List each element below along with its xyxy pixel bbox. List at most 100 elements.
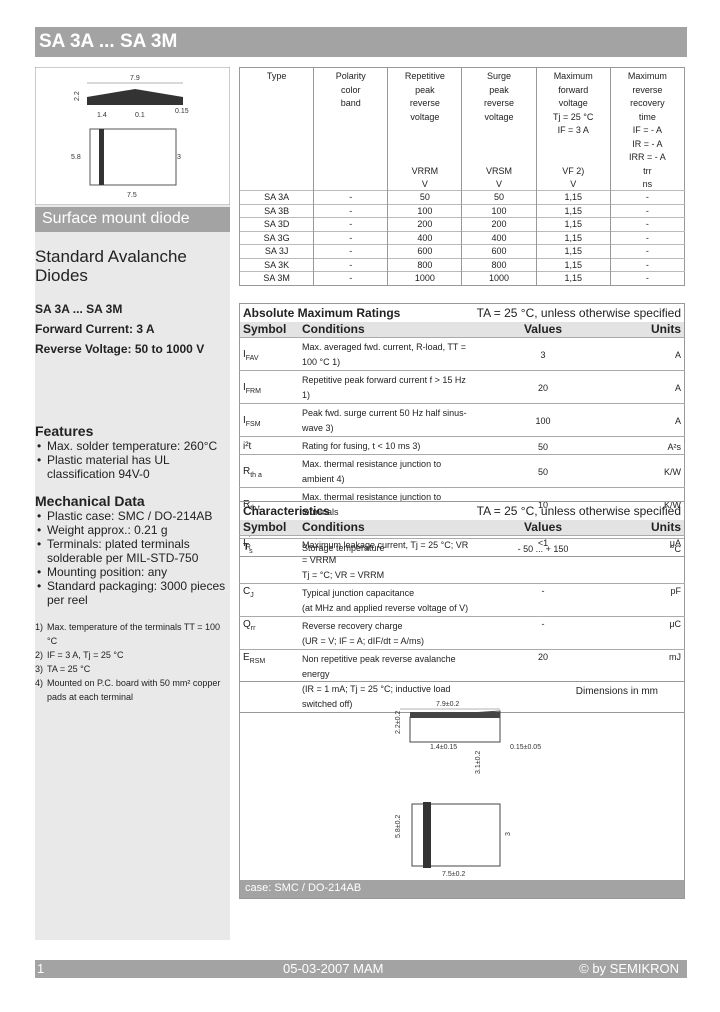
- cell: 100: [387, 204, 462, 218]
- cell: SA 3K: [238, 258, 314, 272]
- symbol: Qrr: [240, 617, 300, 650]
- cell: 100: [461, 204, 537, 218]
- cell: 50: [461, 190, 537, 204]
- title: SA 3A ... SA 3M: [39, 31, 178, 52]
- list-item: Plastic case: SMC / DO-214AB: [35, 509, 230, 523]
- condition-line: (IR = 1 mA; Tj = 25 °C; inductive load s…: [302, 684, 451, 709]
- caption-bar: Surface mount diode: [35, 207, 230, 232]
- header-cell: Surge peak reverse voltage VRSM V: [461, 67, 537, 191]
- dim-label: 7.5±0.2: [442, 871, 465, 878]
- header-line: recovery: [630, 98, 665, 108]
- column-head: Symbol: [243, 322, 287, 337]
- left-panel: 7.9 2.2 1.4 0.1 0.15 5.8 3 7.5 Surface m…: [35, 67, 230, 940]
- unit: A: [674, 350, 681, 360]
- cell: -: [609, 217, 685, 231]
- cell: 600: [461, 244, 537, 258]
- header-line: Surge: [487, 71, 512, 81]
- value: <1: [537, 538, 549, 548]
- cell: 1000: [461, 271, 537, 285]
- footnote-mark: 3): [35, 664, 44, 674]
- dim-label: 2.2: [74, 91, 81, 101]
- condition: Storage temperature: [299, 539, 474, 557]
- value: 50: [537, 441, 548, 452]
- condition-line: Tj = °C; VR = VRRM: [302, 570, 385, 580]
- header-line: time: [638, 111, 656, 122]
- header-bar: SA 3A ... SA 3M: [35, 27, 687, 57]
- cell: -: [313, 244, 388, 258]
- condition: Peak fwd. surge current 50 Hz half sinus…: [299, 404, 474, 437]
- row: IFSM Peak fwd. surge current 50 Hz half s…: [239, 403, 685, 437]
- header-symbol: VRSM: [486, 166, 513, 176]
- header-cell: Maximum reverse recovery time IF = - A IR = -…: [609, 67, 685, 191]
- row: Ts Storage temperature - 50 ... + 150 °C: [239, 538, 685, 557]
- header-line: Maximum: [627, 71, 667, 81]
- header-unit: V: [496, 179, 503, 189]
- cell: 1,15: [535, 190, 611, 204]
- symbol-sub: FAV: [245, 354, 259, 362]
- header-line: band: [340, 98, 361, 108]
- condition-line: Repetitive peak forward current f > 15 H…: [302, 375, 466, 400]
- cell: -: [609, 258, 685, 272]
- unit: μA: [669, 538, 681, 548]
- value: 100: [535, 416, 551, 426]
- cell: 1,15: [535, 204, 611, 218]
- abs-ratings: Absolute Maximum Ratings TA = 25 °C, unle…: [239, 303, 685, 557]
- header-line: IF = - A: [632, 125, 663, 135]
- list-item: Mounting position: any: [35, 565, 230, 579]
- symbol: IFSM: [240, 404, 300, 437]
- symbol-main: C: [243, 586, 251, 597]
- header-line: Type: [266, 71, 287, 81]
- symbol-main: I: [243, 414, 246, 426]
- unit: K/W: [664, 500, 681, 510]
- condition-line: Reverse recovery charge: [302, 621, 403, 631]
- cell: -: [313, 190, 388, 204]
- column-row: Symbol Conditions Values Units: [239, 321, 685, 338]
- header-line: IR = - A: [632, 138, 663, 149]
- symbol-main: Q: [243, 619, 251, 630]
- list-item: Plastic material has UL classification 9…: [35, 453, 225, 481]
- symbol-sub: th t: [250, 504, 260, 512]
- cell: 800: [461, 258, 537, 272]
- header-symbol: VF 2): [562, 166, 585, 176]
- cell: 1,15: [535, 231, 611, 245]
- condition: Max. thermal resistance junction to ambi…: [299, 455, 474, 488]
- column-head: Values: [523, 322, 562, 337]
- symbol-sub: rr: [250, 625, 256, 632]
- row: ERSM Non repetitive peak reverse avalanch…: [239, 649, 685, 713]
- caption: Surface mount diode: [42, 210, 190, 227]
- row: Qrr Reverse recovery charge (UR = V; IF = …: [239, 616, 685, 650]
- header-row: Type Polarity color band Repetitive peak rever…: [238, 67, 685, 191]
- value: -: [541, 619, 545, 629]
- row: SA 3K -800 800 1,15-: [238, 258, 685, 272]
- type-range: SA 3A ... SA 3M: [35, 302, 123, 316]
- cell: 400: [461, 231, 537, 245]
- header-line: IRR = - A: [629, 152, 666, 162]
- cell: -: [313, 271, 388, 285]
- cell: 200: [387, 217, 462, 231]
- condition: Max. thermal resistance junction to term…: [299, 488, 474, 521]
- header-line: Repetitive: [404, 71, 445, 81]
- symbol: i²t: [240, 437, 300, 455]
- value: - 50 ... + 150: [517, 525, 569, 536]
- footer: 1 05-03-2007 MAM © by SEMIKRON: [35, 960, 687, 978]
- unit: A: [674, 416, 681, 426]
- package-drawing: 7.9 2.2 1.4 0.1 0.15 5.8 3 7.5: [35, 67, 230, 205]
- condition: Repetitive peak forward current f > 15 H…: [299, 371, 474, 404]
- dim-label: 3: [505, 832, 512, 836]
- unit: pF: [670, 586, 681, 596]
- dim-label: 0.1: [135, 112, 145, 119]
- value: 20: [537, 383, 548, 393]
- cell: -: [313, 217, 388, 231]
- cell: -: [609, 204, 685, 218]
- footnote: 3) TA = 25 °C: [35, 662, 225, 676]
- condition-line: Max. averaged fwd. current, R-load, TT =…: [302, 342, 467, 367]
- condition-line: Operating junction temperature: [302, 525, 427, 535]
- column-head: Conditions: [302, 520, 365, 535]
- condition-line: (at MHz and applied reverse voltage of V…: [302, 603, 469, 613]
- section-title: Mechanical Data: [35, 493, 145, 509]
- symbol-main: I: [243, 381, 246, 393]
- condition: Max. averaged fwd. current, R-load, TT =…: [299, 338, 474, 371]
- value: 20: [537, 652, 548, 662]
- table: Characteristics TA = 25 °C, unless otherw…: [239, 501, 685, 713]
